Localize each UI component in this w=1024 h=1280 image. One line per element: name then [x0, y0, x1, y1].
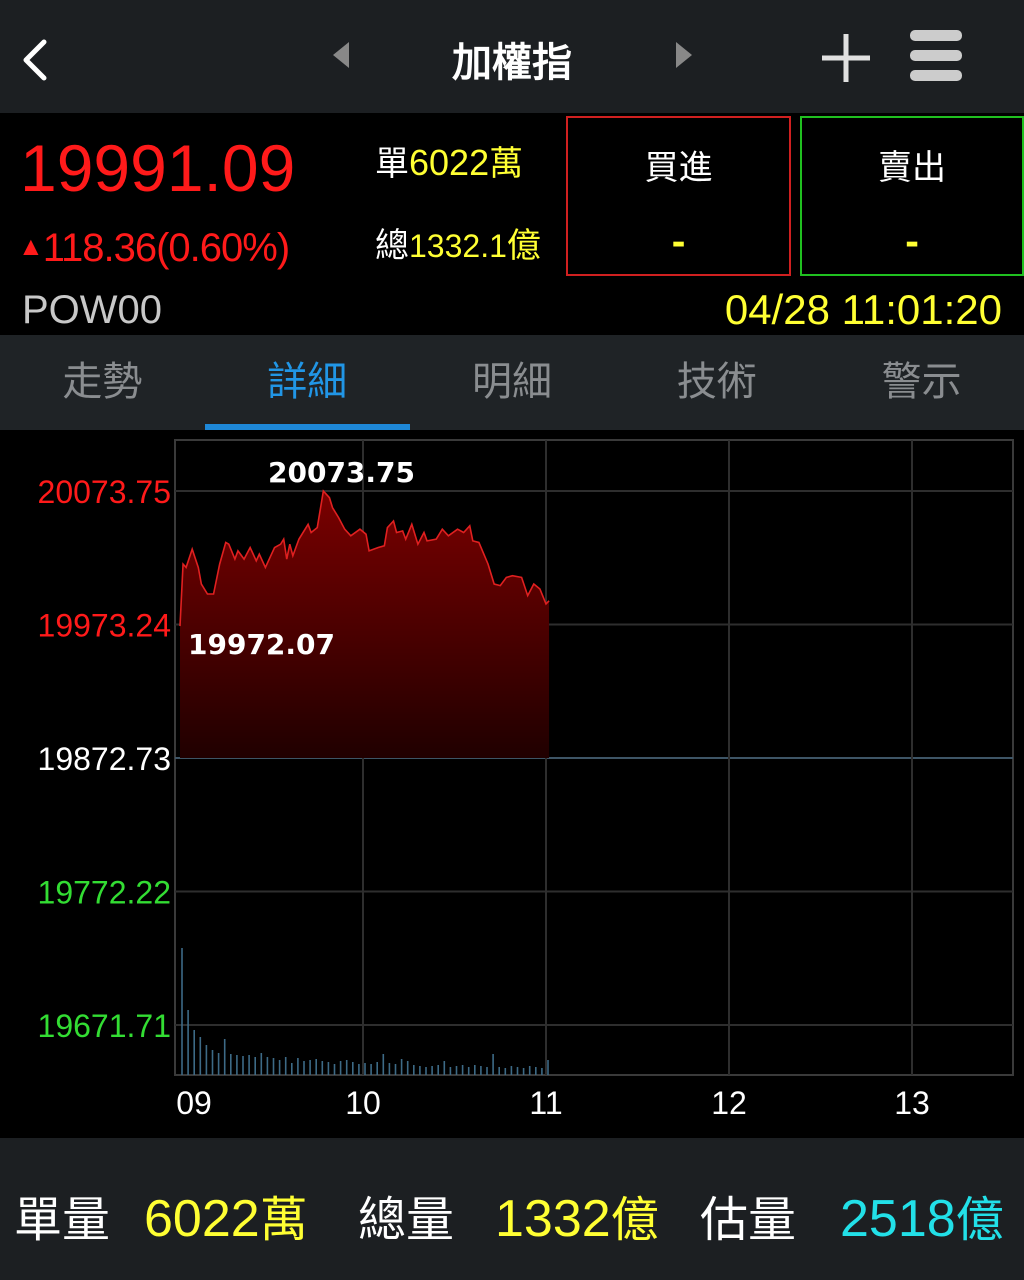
- total-volume: 總1332.1億: [375, 218, 541, 267]
- change-value: 118.36(0.60%): [42, 226, 290, 270]
- top-bar: 加權指: [0, 0, 1024, 113]
- footer-total-label: 總量: [358, 1192, 455, 1248]
- hamburger-menu-icon[interactable]: [908, 28, 964, 84]
- x-tick-label: 11: [529, 1085, 562, 1121]
- symbol-code: POW00: [22, 288, 163, 332]
- y-tick-label: 19772.22: [38, 875, 171, 911]
- high-label: 20073.75: [268, 456, 415, 489]
- up-triangle-icon: ▲: [18, 231, 44, 261]
- tab-trend[interactable]: 走勢: [62, 359, 143, 405]
- footer-estimate-volume: 2518億: [840, 1180, 1004, 1250]
- total-unit: 億: [506, 226, 541, 266]
- tab-ticks[interactable]: 明細: [471, 359, 552, 405]
- total-label: 總: [375, 226, 409, 266]
- x-tick-label: 12: [711, 1085, 747, 1121]
- buy-value: -: [671, 223, 686, 263]
- footer-single-value: 6022: [144, 1190, 260, 1248]
- footer-total-volume: 1332億: [495, 1180, 659, 1250]
- footer-estimate-label: 估量: [700, 1192, 797, 1248]
- volume-bars: [181, 948, 549, 1075]
- sell-value: -: [904, 223, 920, 263]
- buy-label: 買進: [644, 148, 713, 188]
- tab-technical[interactable]: 技術: [676, 359, 757, 405]
- x-tick-label: 10: [345, 1085, 381, 1121]
- price-area: [180, 491, 550, 758]
- y-tick-label: 20073.75: [38, 474, 171, 510]
- plus-icon[interactable]: [820, 32, 872, 84]
- single-volume: 單6022萬: [375, 136, 523, 185]
- sell-label: 賣出: [878, 148, 946, 188]
- low-label: 19972.07: [188, 628, 335, 661]
- tab-bar: 走勢 詳細 明細 技術 警示: [0, 335, 1024, 430]
- footer-estimate-value: 2518: [840, 1190, 956, 1248]
- intraday-chart[interactable]: 20073.75 19973.24 19872.73 19772.22 19671.71…: [0, 430, 1024, 1138]
- footer-single-volume: 6022萬: [144, 1180, 308, 1250]
- triangle-left-icon[interactable]: [333, 42, 349, 68]
- y-tick-label: 19872.73: [38, 741, 171, 777]
- single-value: 6022: [409, 142, 490, 183]
- last-price: 19991.09: [20, 131, 296, 205]
- triangle-right-icon[interactable]: [676, 42, 692, 68]
- footer-estimate-unit: 億: [955, 1194, 1004, 1247]
- quote-timestamp: 04/28 11:01:20: [724, 286, 1002, 333]
- footer-single-label: 單量: [14, 1192, 111, 1248]
- y-tick-label: 19671.71: [38, 1008, 171, 1044]
- page-title: 加權指: [452, 40, 572, 86]
- footer-bar: [0, 1138, 1024, 1280]
- footer-total-value: 1332: [495, 1190, 611, 1248]
- footer-single-unit: 萬: [259, 1194, 308, 1247]
- tab-alerts[interactable]: 警示: [881, 359, 962, 405]
- price-change: ▲118.36(0.60%): [18, 226, 290, 271]
- tab-detail[interactable]: 詳細: [204, 335, 410, 430]
- footer-total-unit: 億: [610, 1194, 659, 1247]
- sell-button[interactable]: 賣出 -: [800, 116, 1024, 276]
- y-tick-label: 19973.24: [38, 608, 171, 644]
- chevron-left-icon[interactable]: [20, 38, 50, 82]
- price-line: [179, 489, 550, 627]
- x-tick-label: 13: [894, 1085, 930, 1121]
- total-value: 1332.1: [409, 228, 507, 264]
- quote-panel: [0, 113, 1024, 335]
- x-tick-label: 09: [176, 1085, 212, 1121]
- buy-button[interactable]: 買進 -: [566, 116, 791, 276]
- single-unit: 萬: [489, 145, 524, 183]
- single-label: 單: [375, 144, 409, 184]
